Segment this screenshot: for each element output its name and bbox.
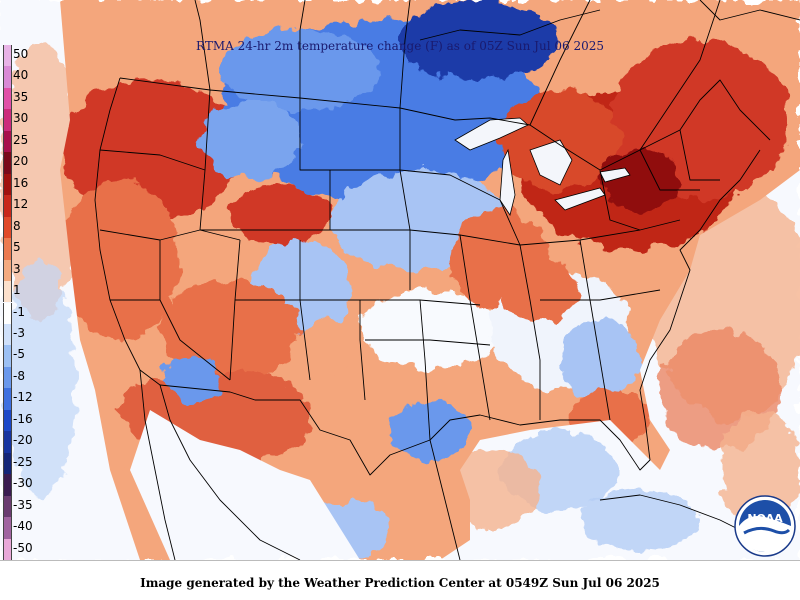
legend-swatch (3, 517, 12, 539)
legend-label: -5 (13, 347, 25, 362)
legend-entry: 35 (0, 87, 48, 110)
legend-entry: -5 (0, 345, 48, 367)
legend-entry: 50 (0, 45, 48, 67)
legend-entry: 40 (0, 66, 48, 88)
legend-label: -40 (13, 519, 33, 534)
legend-entry: -30 (0, 474, 48, 496)
legend-entry: 12 (0, 195, 48, 217)
legend-entry: -20 (0, 431, 48, 453)
legend-swatch (3, 259, 12, 282)
legend-label: -30 (13, 476, 33, 491)
legend-swatch (3, 474, 12, 496)
legend-entry: 5 (0, 238, 48, 260)
legend-entry: -40 (0, 517, 48, 539)
legend-label: 40 (13, 68, 29, 83)
legend-label: 30 (13, 111, 29, 126)
legend-swatch (3, 452, 12, 475)
legend-label: 16 (13, 175, 29, 190)
legend-swatch (3, 173, 12, 196)
footer-credit: Image generated by the Weather Predictio… (140, 576, 660, 590)
legend-label: -16 (13, 411, 33, 426)
legend-entry: 16 (0, 173, 48, 196)
legend-entry: -16 (0, 409, 48, 432)
legend-label: 25 (13, 132, 29, 147)
temperature-change-map: RTMA 24-hr 2m temperature change (F) as … (0, 0, 800, 560)
legend-swatch (3, 152, 12, 174)
legend-label: 3 (13, 261, 21, 276)
legend-label: -35 (13, 497, 33, 512)
legend-entry: 1 (0, 281, 48, 303)
legend-entry: -50 (0, 538, 48, 560)
legend-swatch (3, 431, 12, 453)
legend-swatch (3, 195, 12, 217)
legend-label: -1 (13, 304, 25, 319)
legend-swatch (3, 538, 12, 560)
legend-entry: 25 (0, 130, 48, 153)
legend-label: -8 (13, 368, 25, 383)
noaa-logo: NOAA (734, 495, 796, 557)
legend-swatch (3, 238, 12, 260)
legend-entry: 30 (0, 109, 48, 131)
legend-label: 50 (13, 47, 29, 61)
legend-swatch (3, 130, 12, 153)
svg-text:NOAA: NOAA (747, 512, 783, 525)
legend-label: 12 (13, 197, 29, 212)
legend-swatch (3, 302, 12, 324)
legend-swatch (3, 345, 12, 367)
legend-swatch (3, 281, 12, 303)
legend-swatch (3, 109, 12, 131)
legend-swatch (3, 66, 12, 88)
map-title: RTMA 24-hr 2m temperature change (F) as … (196, 39, 604, 53)
legend-swatch (3, 388, 12, 410)
legend-swatch (3, 45, 12, 67)
lakes (454, 117, 631, 216)
legend-label: 5 (13, 240, 21, 255)
divider (0, 560, 800, 561)
legend-label: -3 (13, 325, 25, 340)
legend-swatch (3, 366, 12, 389)
color-legend: 50 40 35 30 25 20 16 12 8 5 3 1 -1 -3 -5 -8 -12 -16 -20 -25… (0, 45, 48, 560)
legend-swatch (3, 409, 12, 432)
legend-label: 8 (13, 218, 21, 233)
legend-label: 1 (13, 283, 21, 298)
legend-label: 20 (13, 154, 29, 169)
legend-entry: -8 (0, 366, 48, 389)
legend-swatch (3, 495, 12, 518)
legend-label: -25 (13, 454, 33, 469)
legend-label: -20 (13, 433, 33, 448)
legend-swatch (3, 87, 12, 110)
boundaries (94, 0, 800, 560)
legend-label: -12 (13, 390, 33, 405)
legend-entry: -25 (0, 452, 48, 475)
legend-label: -50 (13, 540, 33, 555)
legend-entry: -12 (0, 388, 48, 410)
legend-entry: -3 (0, 323, 48, 346)
legend-label: 35 (13, 89, 29, 104)
legend-swatch (3, 216, 12, 239)
legend-entry: -1 (0, 302, 48, 324)
legend-entry: 8 (0, 216, 48, 239)
legend-swatch (3, 323, 12, 346)
legend-entry: -35 (0, 495, 48, 518)
legend-entry: 20 (0, 152, 48, 174)
legend-entry: 3 (0, 259, 48, 282)
